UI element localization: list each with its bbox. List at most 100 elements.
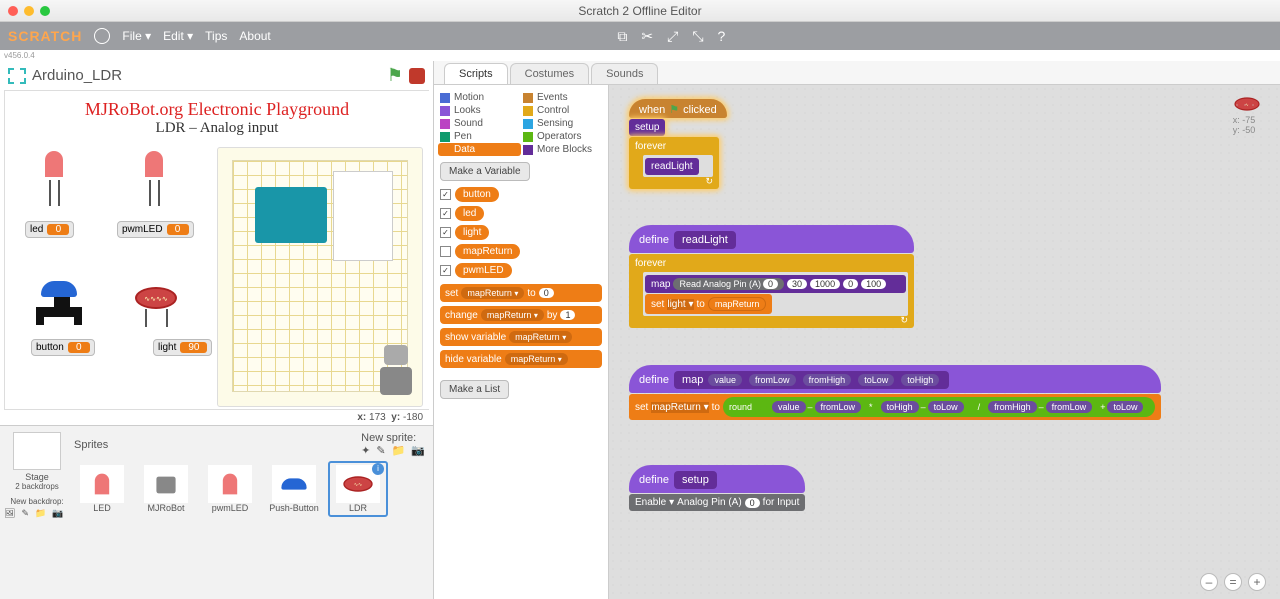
script-stack-main[interactable]: when ⚑ clicked setup forever readLight bbox=[629, 99, 727, 189]
backdrop-upload-icon[interactable]: 📁 bbox=[35, 508, 46, 519]
monitor-pwmled[interactable]: pwmLED 0 bbox=[117, 221, 194, 238]
category-data[interactable]: Data bbox=[438, 143, 521, 156]
mac-close-icon[interactable] bbox=[8, 6, 18, 16]
backdrop-library-icon[interactable]: 🖼 bbox=[4, 508, 15, 519]
mac-minimize-icon[interactable] bbox=[24, 6, 34, 16]
stage-header: Arduino_LDR ⚑ bbox=[0, 61, 433, 90]
category-sensing[interactable]: Sensing bbox=[521, 117, 604, 130]
category-more-blocks[interactable]: More Blocks bbox=[521, 143, 604, 156]
show-var-block[interactable]: show variable mapReturn ▾ bbox=[440, 328, 602, 346]
sprite-push-button[interactable] bbox=[41, 281, 82, 325]
read-analog-pin-reporter[interactable]: Read Analog Pin (A) 0 bbox=[673, 278, 784, 290]
category-swatch-icon bbox=[440, 119, 450, 129]
variable-reporter[interactable]: pwmLED bbox=[455, 263, 512, 278]
menu-edit[interactable]: Edit ▾ bbox=[163, 29, 193, 43]
stop-button[interactable] bbox=[409, 68, 425, 84]
category-swatch-icon bbox=[523, 145, 533, 155]
category-pen[interactable]: Pen bbox=[438, 130, 521, 143]
variable-checkbox[interactable]: ✓ bbox=[440, 208, 451, 219]
mac-maximize-icon[interactable] bbox=[40, 6, 50, 16]
category-swatch-icon bbox=[523, 132, 533, 142]
sprite-camera-icon[interactable]: 📷 bbox=[411, 444, 425, 457]
when-flag-clicked-block[interactable]: when ⚑ clicked bbox=[629, 99, 727, 118]
sprite-thumb-ldr[interactable]: i ∿∿ LDR bbox=[328, 461, 388, 517]
monitor-led[interactable]: led 0 bbox=[25, 221, 74, 238]
sprite-thumb-mjrobot[interactable]: MJRoBot bbox=[136, 461, 196, 517]
category-sound[interactable]: Sound bbox=[438, 117, 521, 130]
set-light-block[interactable]: set light ▾ to mapReturn bbox=[645, 294, 772, 314]
scripts-area[interactable]: ∿ x: -75 y: -50 when ⚑ clicked setup bbox=[609, 85, 1280, 599]
hide-var-block[interactable]: hide variable mapReturn ▾ bbox=[440, 350, 602, 368]
scratch-logo[interactable]: SCRATCH bbox=[8, 28, 82, 44]
shrink-tool-icon[interactable]: ⤡ bbox=[692, 28, 703, 45]
variable-checkbox[interactable]: ✓ bbox=[440, 227, 451, 238]
stamp-tool-icon[interactable]: ⧉ bbox=[617, 28, 627, 45]
zoom-in-button[interactable]: + bbox=[1248, 573, 1266, 591]
define-map-hat[interactable]: define map value fromLow fromHigh toLow … bbox=[629, 365, 1161, 393]
sprite-ldr[interactable]: ∿∿∿∿ bbox=[135, 287, 177, 327]
script-stack-map[interactable]: define map value fromLow fromHigh toLow … bbox=[629, 365, 1161, 420]
make-list-button[interactable]: Make a List bbox=[440, 380, 509, 399]
variable-row-pwmled: ✓ pwmLED bbox=[440, 261, 602, 280]
backdrop-paint-icon[interactable]: ✎ bbox=[21, 508, 29, 519]
script-stack-setup[interactable]: define setup Enable ▾ Analog Pin (A) 0 f… bbox=[629, 465, 805, 511]
sprite-pwmled[interactable] bbox=[145, 151, 163, 206]
sprite-paint-icon[interactable]: ✎ bbox=[376, 444, 385, 457]
category-events[interactable]: Events bbox=[521, 91, 604, 104]
monitor-light[interactable]: light 90 bbox=[153, 339, 212, 356]
menu-file[interactable]: File ▾ bbox=[122, 29, 151, 43]
category-looks[interactable]: Looks bbox=[438, 104, 521, 117]
category-swatch-icon bbox=[523, 106, 533, 116]
sprites-header-label: Sprites bbox=[74, 439, 108, 451]
stage[interactable]: MJRoBot.org Electronic Playground LDR – … bbox=[5, 91, 429, 409]
variable-reporter[interactable]: led bbox=[455, 206, 484, 221]
sprite-thumb-pushbutton[interactable]: Push-Button bbox=[264, 461, 324, 517]
make-variable-button[interactable]: Make a Variable bbox=[440, 162, 530, 181]
sprite-library-icon[interactable]: ✦ bbox=[361, 444, 370, 457]
zoom-reset-button[interactable]: = bbox=[1224, 573, 1242, 591]
cut-tool-icon[interactable]: ✂ bbox=[641, 28, 653, 45]
monitor-button[interactable]: button 0 bbox=[31, 339, 95, 356]
language-icon[interactable] bbox=[94, 28, 110, 44]
variable-checkbox[interactable]: ✓ bbox=[440, 189, 451, 200]
call-map-block[interactable]: map Read Analog Pin (A) 0 30 1000 0 100 bbox=[645, 275, 906, 293]
sprite-led[interactable] bbox=[45, 151, 63, 206]
stage-thumbnail[interactable] bbox=[13, 432, 61, 470]
call-setup-block[interactable]: setup bbox=[629, 119, 665, 136]
sprite-upload-icon[interactable]: 📁 bbox=[392, 444, 406, 457]
help-tool-icon[interactable]: ? bbox=[718, 28, 726, 45]
variable-reporter[interactable]: mapReturn bbox=[455, 244, 520, 259]
change-var-block[interactable]: change mapReturn ▾ by 1 bbox=[440, 306, 602, 324]
category-motion[interactable]: Motion bbox=[438, 91, 521, 104]
variable-reporter[interactable]: light bbox=[455, 225, 489, 240]
round-operator[interactable]: round value – fromLow * bbox=[723, 397, 1156, 417]
category-control[interactable]: Control bbox=[521, 104, 604, 117]
sprite-thumb-led[interactable]: LED bbox=[72, 461, 132, 517]
call-readlight-block[interactable]: readLight bbox=[645, 158, 699, 175]
script-stack-readlight[interactable]: define readLight forever map Read Analog… bbox=[629, 225, 914, 328]
sprite-info-icon[interactable]: i bbox=[372, 463, 384, 475]
forever-block[interactable]: forever readLight ↻ bbox=[629, 137, 719, 189]
sprite-mjrobot[interactable] bbox=[371, 345, 421, 405]
variable-checkbox[interactable] bbox=[440, 246, 451, 257]
tab-sounds[interactable]: Sounds bbox=[591, 63, 658, 84]
block-palette: MotionLooksSoundPenData EventsControlSen… bbox=[434, 85, 609, 599]
set-var-block[interactable]: set mapReturn ▾ to 0 bbox=[440, 284, 602, 302]
define-readlight-hat[interactable]: define readLight bbox=[629, 225, 914, 253]
green-flag-button[interactable]: ⚑ bbox=[387, 65, 403, 86]
menu-about[interactable]: About bbox=[239, 29, 270, 43]
zoom-out-button[interactable]: – bbox=[1200, 573, 1218, 591]
enable-pin-block[interactable]: Enable ▾ Analog Pin (A) 0 for Input bbox=[629, 494, 805, 511]
menu-tips[interactable]: Tips bbox=[205, 29, 227, 43]
define-setup-hat[interactable]: define setup bbox=[629, 465, 805, 493]
grow-tool-icon[interactable]: ⤢ bbox=[667, 28, 678, 45]
backdrop-camera-icon[interactable]: 📷 bbox=[52, 508, 63, 519]
tab-costumes[interactable]: Costumes bbox=[510, 63, 590, 84]
sprite-thumb-pwmled[interactable]: pwmLED bbox=[200, 461, 260, 517]
variable-checkbox[interactable]: ✓ bbox=[440, 265, 451, 276]
variable-reporter[interactable]: button bbox=[455, 187, 499, 202]
forever-block-2[interactable]: forever map Read Analog Pin (A) 0 30 100… bbox=[629, 254, 914, 328]
tab-scripts[interactable]: Scripts bbox=[444, 63, 508, 84]
category-operators[interactable]: Operators bbox=[521, 130, 604, 143]
set-mapreturn-block[interactable]: set mapReturn ▾ to round value – fromL bbox=[629, 394, 1161, 420]
